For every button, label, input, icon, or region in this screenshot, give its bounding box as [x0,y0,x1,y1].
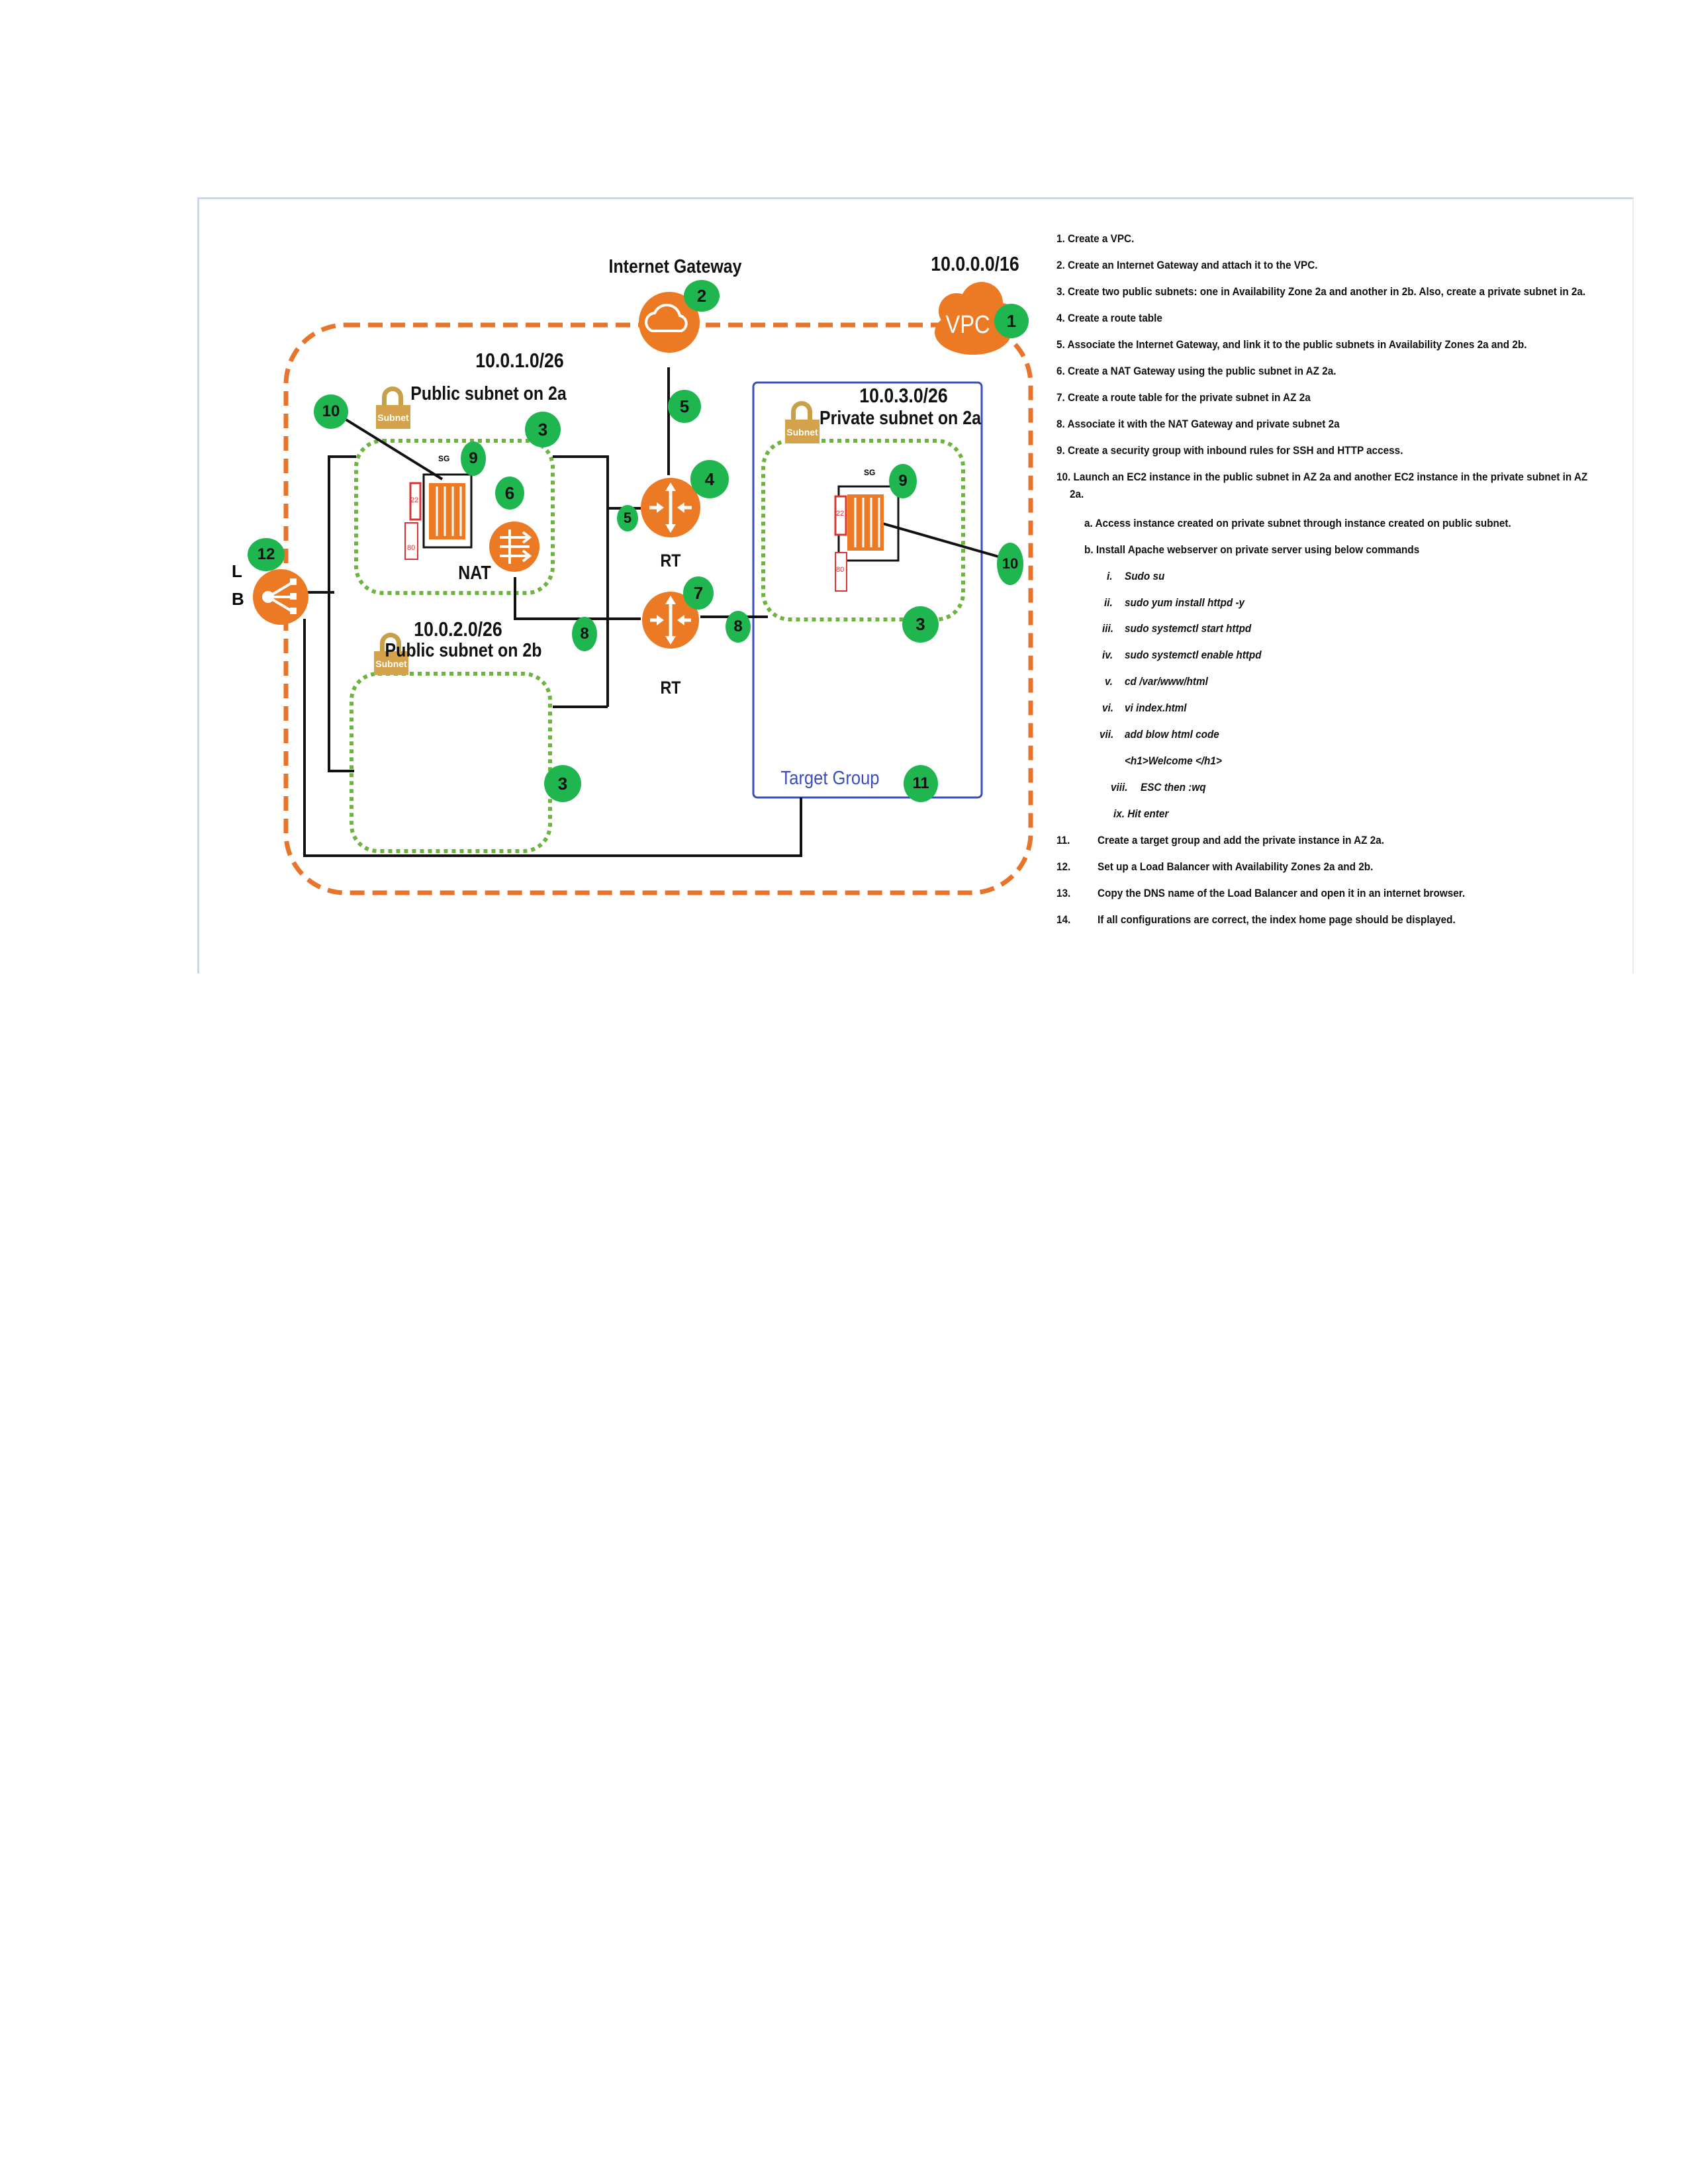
target-group-label: Target Group [780,768,880,789]
subnet-icon-label-private-2a: Subnet [786,427,818,437]
rt-2-label: RT [660,678,681,698]
cmd-iv-num: iv. [1102,649,1113,661]
public-subnet-2a-title: Public subnet on 2a [410,383,567,404]
step-11: Create a target group and add the privat… [1098,834,1385,846]
badge-11: 11 [904,765,938,802]
step-4: 4. Create a route table [1056,312,1162,324]
vpc-cidr-label: 10.0.0.0/16 [931,252,1019,275]
badge-1: 1 [994,304,1029,338]
cmd-vii-num: vii. [1100,728,1114,741]
badge-10-private: 10 [997,543,1023,585]
step-14: If all configurations are correct, the i… [1098,913,1456,926]
badge-8-left: 8 [572,617,597,651]
cmd-viii: ESC then :wq [1141,781,1206,794]
figure-frame [197,197,1634,974]
step-12: Set up a Load Balancer with Availability… [1098,860,1374,873]
badge-8-right: 8 [726,611,751,643]
badge-5-top: 5 [668,390,701,423]
step-5: 5. Associate the Internet Gateway, and l… [1056,338,1527,351]
internet-gateway-label: Internet Gateway [608,256,742,277]
vpc-label: VPC [945,311,990,339]
sg-label-private: SG [864,468,876,477]
public-subnet-2b-cidr: 10.0.2.0/26 [414,617,502,641]
port-22-private: 22 [836,510,845,518]
badge-3-public-2a: 3 [525,412,561,447]
public-subnet-2b-title: Public subnet on 2b [385,640,542,661]
cmd-iv: sudo systemctl enable httpd [1125,649,1262,661]
port-80-private: 80 [836,566,845,574]
step-9: 9. Create a security group with inbound … [1056,444,1403,457]
step-10-line-1: 10. Launch an EC2 instance in the public… [1056,471,1588,483]
ec2-public-instance-icon [404,473,473,560]
cmd-vii: add blow html code [1125,728,1219,741]
step-6: 6. Create a NAT Gateway using the public… [1056,365,1336,377]
html-code: <h1>Welcome </h1> [1125,754,1222,767]
cmd-viii-num: viii. [1111,781,1128,794]
badge-9-public: 9 [461,441,486,476]
router-1-icon [641,478,700,537]
private-subnet-2a-cidr: 10.0.3.0/26 [859,384,948,407]
badge-12: 12 [248,538,285,571]
step-14-num: 14. [1056,913,1071,926]
private-subnet-2a-boundary [761,439,965,621]
rt-1-label: RT [660,551,681,570]
step-2: 2. Create an Internet Gateway and attach… [1056,259,1318,271]
port-80-public: 80 [407,544,416,552]
step-10a: a. Access instance created on private su… [1084,517,1511,529]
step-8: 8. Associate it with the NAT Gateway and… [1056,418,1340,430]
lb-letter-l: L [232,561,242,581]
subnet-icon-label-public-2b: Subnet [375,659,407,669]
step-13: Copy the DNS name of the Load Balancer a… [1098,887,1466,899]
step-13-num: 13. [1056,887,1071,899]
step-10b: b. Install Apache webserver on private s… [1084,543,1420,556]
cmd-vi: vi index.html [1125,702,1187,714]
subnet-lock-icon-public-2b [374,633,408,675]
badge-3-public-2b: 3 [544,765,581,802]
cmd-i-num: i. [1107,570,1113,582]
step-11-num: 11. [1056,834,1070,846]
badge-2: 2 [684,280,720,312]
router-2-icon [642,592,699,649]
sg-label-public: SG [438,454,450,463]
cmd-v: cd /var/www/html [1125,675,1208,688]
cmd-ii-num: ii. [1104,596,1113,609]
cmd-iii-num: iii. [1102,622,1114,635]
cmd-iii: sudo systemctl start httpd [1125,622,1252,635]
public-subnet-2b-boundary [350,672,552,853]
nat-label: NAT [458,563,491,584]
ec2-private-instance-icon [834,485,900,592]
subnet-icon-label-public-2a: Subnet [377,412,409,423]
step-7: 7. Create a route table for the private … [1056,391,1311,404]
cmd-vi-num: vi. [1102,702,1114,714]
badge-6: 6 [495,477,524,510]
step-3: 3. Create two public subnets: one in Ava… [1056,285,1586,298]
public-subnet-2a-boundary [354,439,555,595]
badge-4: 4 [690,460,729,498]
cmd-v-num: v. [1105,675,1113,688]
step-12-num: 12. [1056,860,1071,873]
badge-5-left: 5 [617,505,638,531]
load-balancer-icon [253,569,308,625]
step-1: 1. Create a VPC. [1056,232,1135,245]
internet-gateway-icon [639,292,700,353]
badge-7: 7 [683,576,714,610]
subnet-lock-icon-public-2a [376,387,410,429]
public-subnet-2a-cidr: 10.0.1.0/26 [475,349,564,372]
badge-3-private-2a: 3 [902,606,939,643]
nat-gateway-icon [489,522,539,572]
cmd-ix: ix. Hit enter [1113,807,1169,820]
cmd-i: Sudo su [1125,570,1165,582]
badge-9-private: 9 [889,464,917,498]
port-22-public: 22 [410,496,419,504]
subnet-lock-icon-private-2a [785,401,820,443]
badge-10-public: 10 [314,394,348,429]
cmd-ii: sudo yum install httpd -y [1125,596,1245,609]
step-10-line-2: 2a. [1070,488,1084,500]
private-subnet-2a-title: Private subnet on 2a [820,408,981,429]
architecture-diagram [253,282,1033,895]
lb-letter-b: B [232,589,244,609]
target-group-boundary [752,381,983,799]
